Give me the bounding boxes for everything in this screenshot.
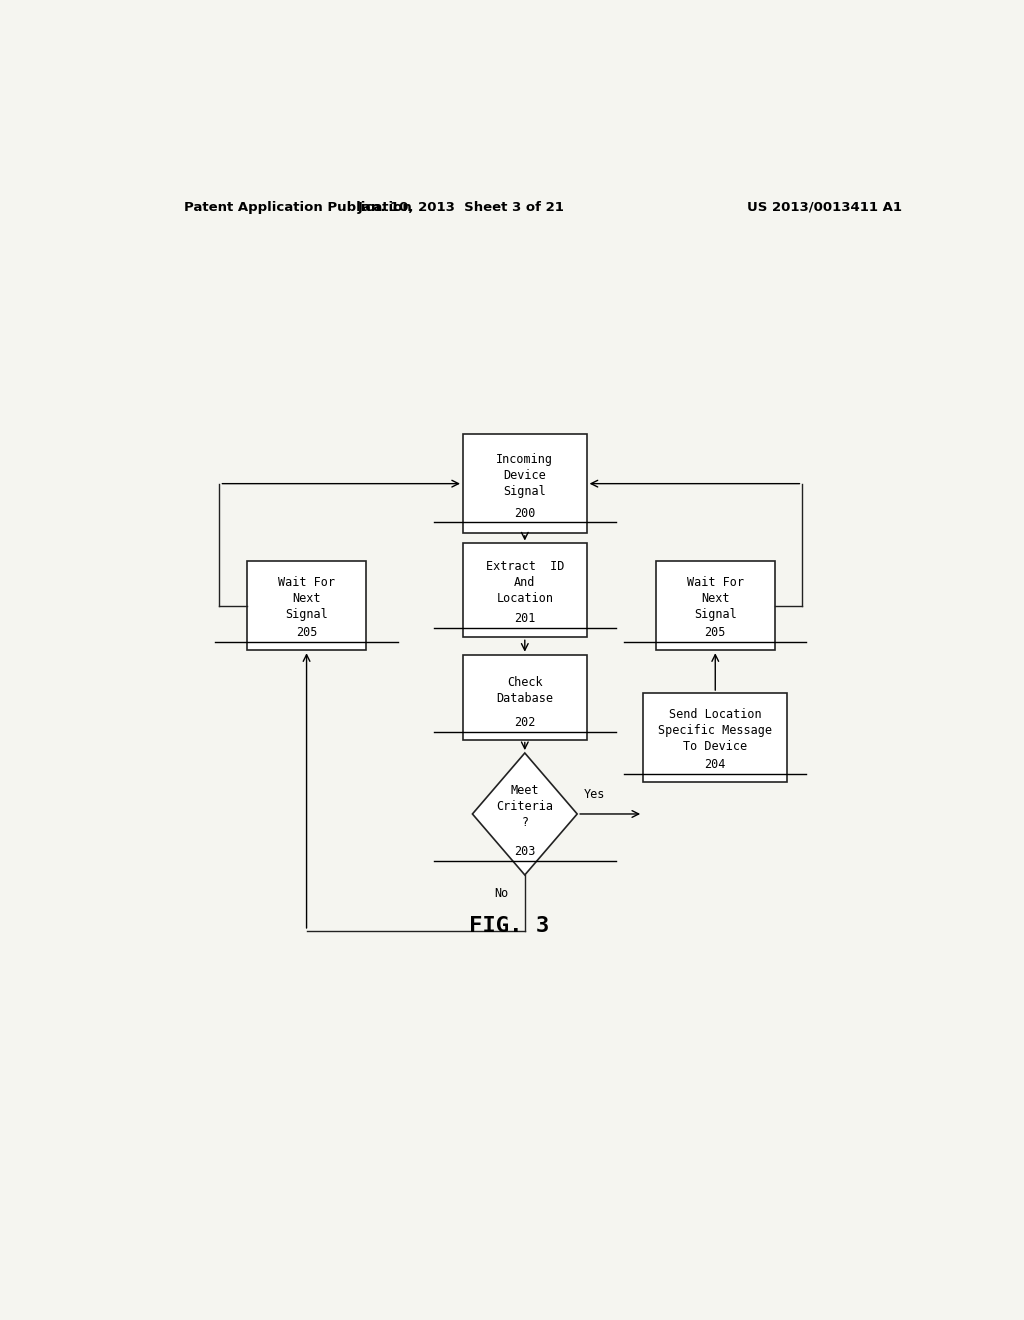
Text: Wait For
Next
Signal: Wait For Next Signal <box>687 576 743 620</box>
Bar <box>463 655 587 739</box>
Bar <box>643 693 787 783</box>
Text: 205: 205 <box>296 626 317 639</box>
Text: 203: 203 <box>514 845 536 858</box>
Text: No: No <box>495 887 509 900</box>
Text: 202: 202 <box>514 715 536 729</box>
Text: Send Location
Specific Message
To Device: Send Location Specific Message To Device <box>658 708 772 754</box>
Text: 205: 205 <box>705 626 726 639</box>
Text: 204: 204 <box>705 758 726 771</box>
Text: Yes: Yes <box>584 788 605 801</box>
Text: Meet
Criteria
?: Meet Criteria ? <box>497 784 553 829</box>
Bar <box>656 561 774 651</box>
Text: Patent Application Publication: Patent Application Publication <box>183 201 412 214</box>
Text: Check
Database: Check Database <box>497 676 553 705</box>
Text: US 2013/0013411 A1: US 2013/0013411 A1 <box>748 201 902 214</box>
Text: Jan. 10, 2013  Sheet 3 of 21: Jan. 10, 2013 Sheet 3 of 21 <box>357 201 565 214</box>
Bar <box>463 544 587 638</box>
Text: Incoming
Device
Signal: Incoming Device Signal <box>497 453 553 498</box>
Polygon shape <box>472 752 578 875</box>
Text: FIG. 3: FIG. 3 <box>469 916 549 936</box>
Text: 200: 200 <box>514 507 536 520</box>
Text: 201: 201 <box>514 612 536 626</box>
Bar <box>247 561 366 651</box>
Bar <box>463 434 587 533</box>
Text: Extract  ID
And
Location: Extract ID And Location <box>485 561 564 606</box>
Text: Wait For
Next
Signal: Wait For Next Signal <box>279 576 335 620</box>
